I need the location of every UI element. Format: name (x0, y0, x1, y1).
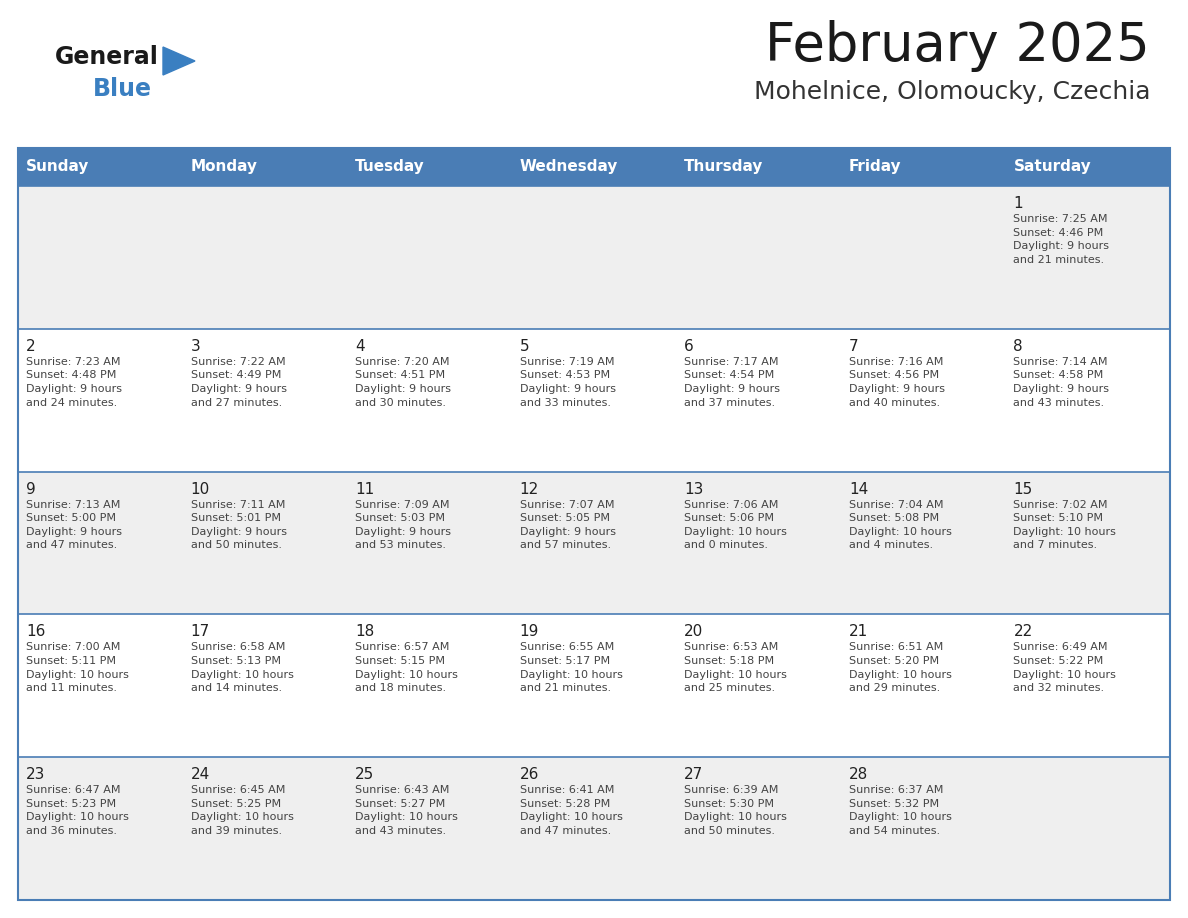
Bar (18, 757, 1170, 900)
Text: 22: 22 (1013, 624, 1032, 640)
Bar (18, 329, 1170, 472)
Text: Sunrise: 6:58 AM
Sunset: 5:13 PM
Daylight: 10 hours
and 14 minutes.: Sunrise: 6:58 AM Sunset: 5:13 PM Dayligh… (190, 643, 293, 693)
Bar (18, 148, 1170, 900)
Text: 23: 23 (26, 767, 45, 782)
Text: General: General (55, 45, 159, 69)
Text: 7: 7 (849, 339, 859, 353)
Text: Sunday: Sunday (26, 160, 89, 174)
Text: 15: 15 (1013, 482, 1032, 497)
Text: 12: 12 (519, 482, 539, 497)
Text: Wednesday: Wednesday (519, 160, 618, 174)
Text: Friday: Friday (849, 160, 902, 174)
Text: 17: 17 (190, 624, 210, 640)
Text: 28: 28 (849, 767, 868, 782)
Text: 10: 10 (190, 482, 210, 497)
Bar (18, 472, 1170, 614)
Text: Sunrise: 7:00 AM
Sunset: 5:11 PM
Daylight: 10 hours
and 11 minutes.: Sunrise: 7:00 AM Sunset: 5:11 PM Dayligh… (26, 643, 128, 693)
Bar (18, 148, 1170, 186)
Text: Sunrise: 6:37 AM
Sunset: 5:32 PM
Daylight: 10 hours
and 54 minutes.: Sunrise: 6:37 AM Sunset: 5:32 PM Dayligh… (849, 785, 952, 836)
Text: 4: 4 (355, 339, 365, 353)
Text: Sunrise: 6:39 AM
Sunset: 5:30 PM
Daylight: 10 hours
and 50 minutes.: Sunrise: 6:39 AM Sunset: 5:30 PM Dayligh… (684, 785, 788, 836)
Text: Sunrise: 7:17 AM
Sunset: 4:54 PM
Daylight: 9 hours
and 37 minutes.: Sunrise: 7:17 AM Sunset: 4:54 PM Dayligh… (684, 357, 781, 408)
Text: Sunrise: 7:07 AM
Sunset: 5:05 PM
Daylight: 9 hours
and 57 minutes.: Sunrise: 7:07 AM Sunset: 5:05 PM Dayligh… (519, 499, 615, 551)
Text: 9: 9 (26, 482, 36, 497)
Text: Sunrise: 7:13 AM
Sunset: 5:00 PM
Daylight: 9 hours
and 47 minutes.: Sunrise: 7:13 AM Sunset: 5:00 PM Dayligh… (26, 499, 122, 551)
Text: 25: 25 (355, 767, 374, 782)
Text: Sunrise: 6:47 AM
Sunset: 5:23 PM
Daylight: 10 hours
and 36 minutes.: Sunrise: 6:47 AM Sunset: 5:23 PM Dayligh… (26, 785, 128, 836)
Text: 5: 5 (519, 339, 530, 353)
Text: 26: 26 (519, 767, 539, 782)
Text: Sunrise: 6:53 AM
Sunset: 5:18 PM
Daylight: 10 hours
and 25 minutes.: Sunrise: 6:53 AM Sunset: 5:18 PM Dayligh… (684, 643, 788, 693)
Text: Sunrise: 7:25 AM
Sunset: 4:46 PM
Daylight: 9 hours
and 21 minutes.: Sunrise: 7:25 AM Sunset: 4:46 PM Dayligh… (1013, 214, 1110, 264)
Text: Mohelnice, Olomoucky, Czechia: Mohelnice, Olomoucky, Czechia (753, 80, 1150, 104)
Text: 8: 8 (1013, 339, 1023, 353)
Text: 21: 21 (849, 624, 868, 640)
Text: Saturday: Saturday (1013, 160, 1092, 174)
Text: Sunrise: 6:41 AM
Sunset: 5:28 PM
Daylight: 10 hours
and 47 minutes.: Sunrise: 6:41 AM Sunset: 5:28 PM Dayligh… (519, 785, 623, 836)
Text: 3: 3 (190, 339, 201, 353)
Text: 16: 16 (26, 624, 45, 640)
Text: 27: 27 (684, 767, 703, 782)
Text: Sunrise: 6:49 AM
Sunset: 5:22 PM
Daylight: 10 hours
and 32 minutes.: Sunrise: 6:49 AM Sunset: 5:22 PM Dayligh… (1013, 643, 1117, 693)
Text: 13: 13 (684, 482, 703, 497)
Text: Sunrise: 7:16 AM
Sunset: 4:56 PM
Daylight: 9 hours
and 40 minutes.: Sunrise: 7:16 AM Sunset: 4:56 PM Dayligh… (849, 357, 944, 408)
Text: Sunrise: 6:51 AM
Sunset: 5:20 PM
Daylight: 10 hours
and 29 minutes.: Sunrise: 6:51 AM Sunset: 5:20 PM Dayligh… (849, 643, 952, 693)
Text: Monday: Monday (190, 160, 258, 174)
Text: Sunrise: 6:55 AM
Sunset: 5:17 PM
Daylight: 10 hours
and 21 minutes.: Sunrise: 6:55 AM Sunset: 5:17 PM Dayligh… (519, 643, 623, 693)
Text: 1: 1 (1013, 196, 1023, 211)
Text: Sunrise: 7:06 AM
Sunset: 5:06 PM
Daylight: 10 hours
and 0 minutes.: Sunrise: 7:06 AM Sunset: 5:06 PM Dayligh… (684, 499, 788, 551)
Text: Sunrise: 7:23 AM
Sunset: 4:48 PM
Daylight: 9 hours
and 24 minutes.: Sunrise: 7:23 AM Sunset: 4:48 PM Dayligh… (26, 357, 122, 408)
Text: Sunrise: 6:43 AM
Sunset: 5:27 PM
Daylight: 10 hours
and 43 minutes.: Sunrise: 6:43 AM Sunset: 5:27 PM Dayligh… (355, 785, 459, 836)
Text: 19: 19 (519, 624, 539, 640)
Text: Sunrise: 7:20 AM
Sunset: 4:51 PM
Daylight: 9 hours
and 30 minutes.: Sunrise: 7:20 AM Sunset: 4:51 PM Dayligh… (355, 357, 451, 408)
Text: Sunrise: 6:45 AM
Sunset: 5:25 PM
Daylight: 10 hours
and 39 minutes.: Sunrise: 6:45 AM Sunset: 5:25 PM Dayligh… (190, 785, 293, 836)
Text: 2: 2 (26, 339, 36, 353)
Text: Sunrise: 7:02 AM
Sunset: 5:10 PM
Daylight: 10 hours
and 7 minutes.: Sunrise: 7:02 AM Sunset: 5:10 PM Dayligh… (1013, 499, 1117, 551)
Text: 6: 6 (684, 339, 694, 353)
Text: Sunrise: 6:57 AM
Sunset: 5:15 PM
Daylight: 10 hours
and 18 minutes.: Sunrise: 6:57 AM Sunset: 5:15 PM Dayligh… (355, 643, 459, 693)
Text: Sunrise: 7:09 AM
Sunset: 5:03 PM
Daylight: 9 hours
and 53 minutes.: Sunrise: 7:09 AM Sunset: 5:03 PM Dayligh… (355, 499, 451, 551)
Text: February 2025: February 2025 (765, 20, 1150, 72)
Text: Thursday: Thursday (684, 160, 764, 174)
Text: 24: 24 (190, 767, 210, 782)
Text: 14: 14 (849, 482, 868, 497)
Polygon shape (163, 47, 195, 75)
Text: Sunrise: 7:11 AM
Sunset: 5:01 PM
Daylight: 9 hours
and 50 minutes.: Sunrise: 7:11 AM Sunset: 5:01 PM Dayligh… (190, 499, 286, 551)
Text: Tuesday: Tuesday (355, 160, 425, 174)
Bar (18, 186, 1170, 329)
Bar (18, 614, 1170, 757)
Text: 20: 20 (684, 624, 703, 640)
Text: Sunrise: 7:19 AM
Sunset: 4:53 PM
Daylight: 9 hours
and 33 minutes.: Sunrise: 7:19 AM Sunset: 4:53 PM Dayligh… (519, 357, 615, 408)
Text: 18: 18 (355, 624, 374, 640)
Text: 11: 11 (355, 482, 374, 497)
Text: Blue: Blue (93, 77, 152, 101)
Text: Sunrise: 7:14 AM
Sunset: 4:58 PM
Daylight: 9 hours
and 43 minutes.: Sunrise: 7:14 AM Sunset: 4:58 PM Dayligh… (1013, 357, 1110, 408)
Text: Sunrise: 7:04 AM
Sunset: 5:08 PM
Daylight: 10 hours
and 4 minutes.: Sunrise: 7:04 AM Sunset: 5:08 PM Dayligh… (849, 499, 952, 551)
Text: Sunrise: 7:22 AM
Sunset: 4:49 PM
Daylight: 9 hours
and 27 minutes.: Sunrise: 7:22 AM Sunset: 4:49 PM Dayligh… (190, 357, 286, 408)
